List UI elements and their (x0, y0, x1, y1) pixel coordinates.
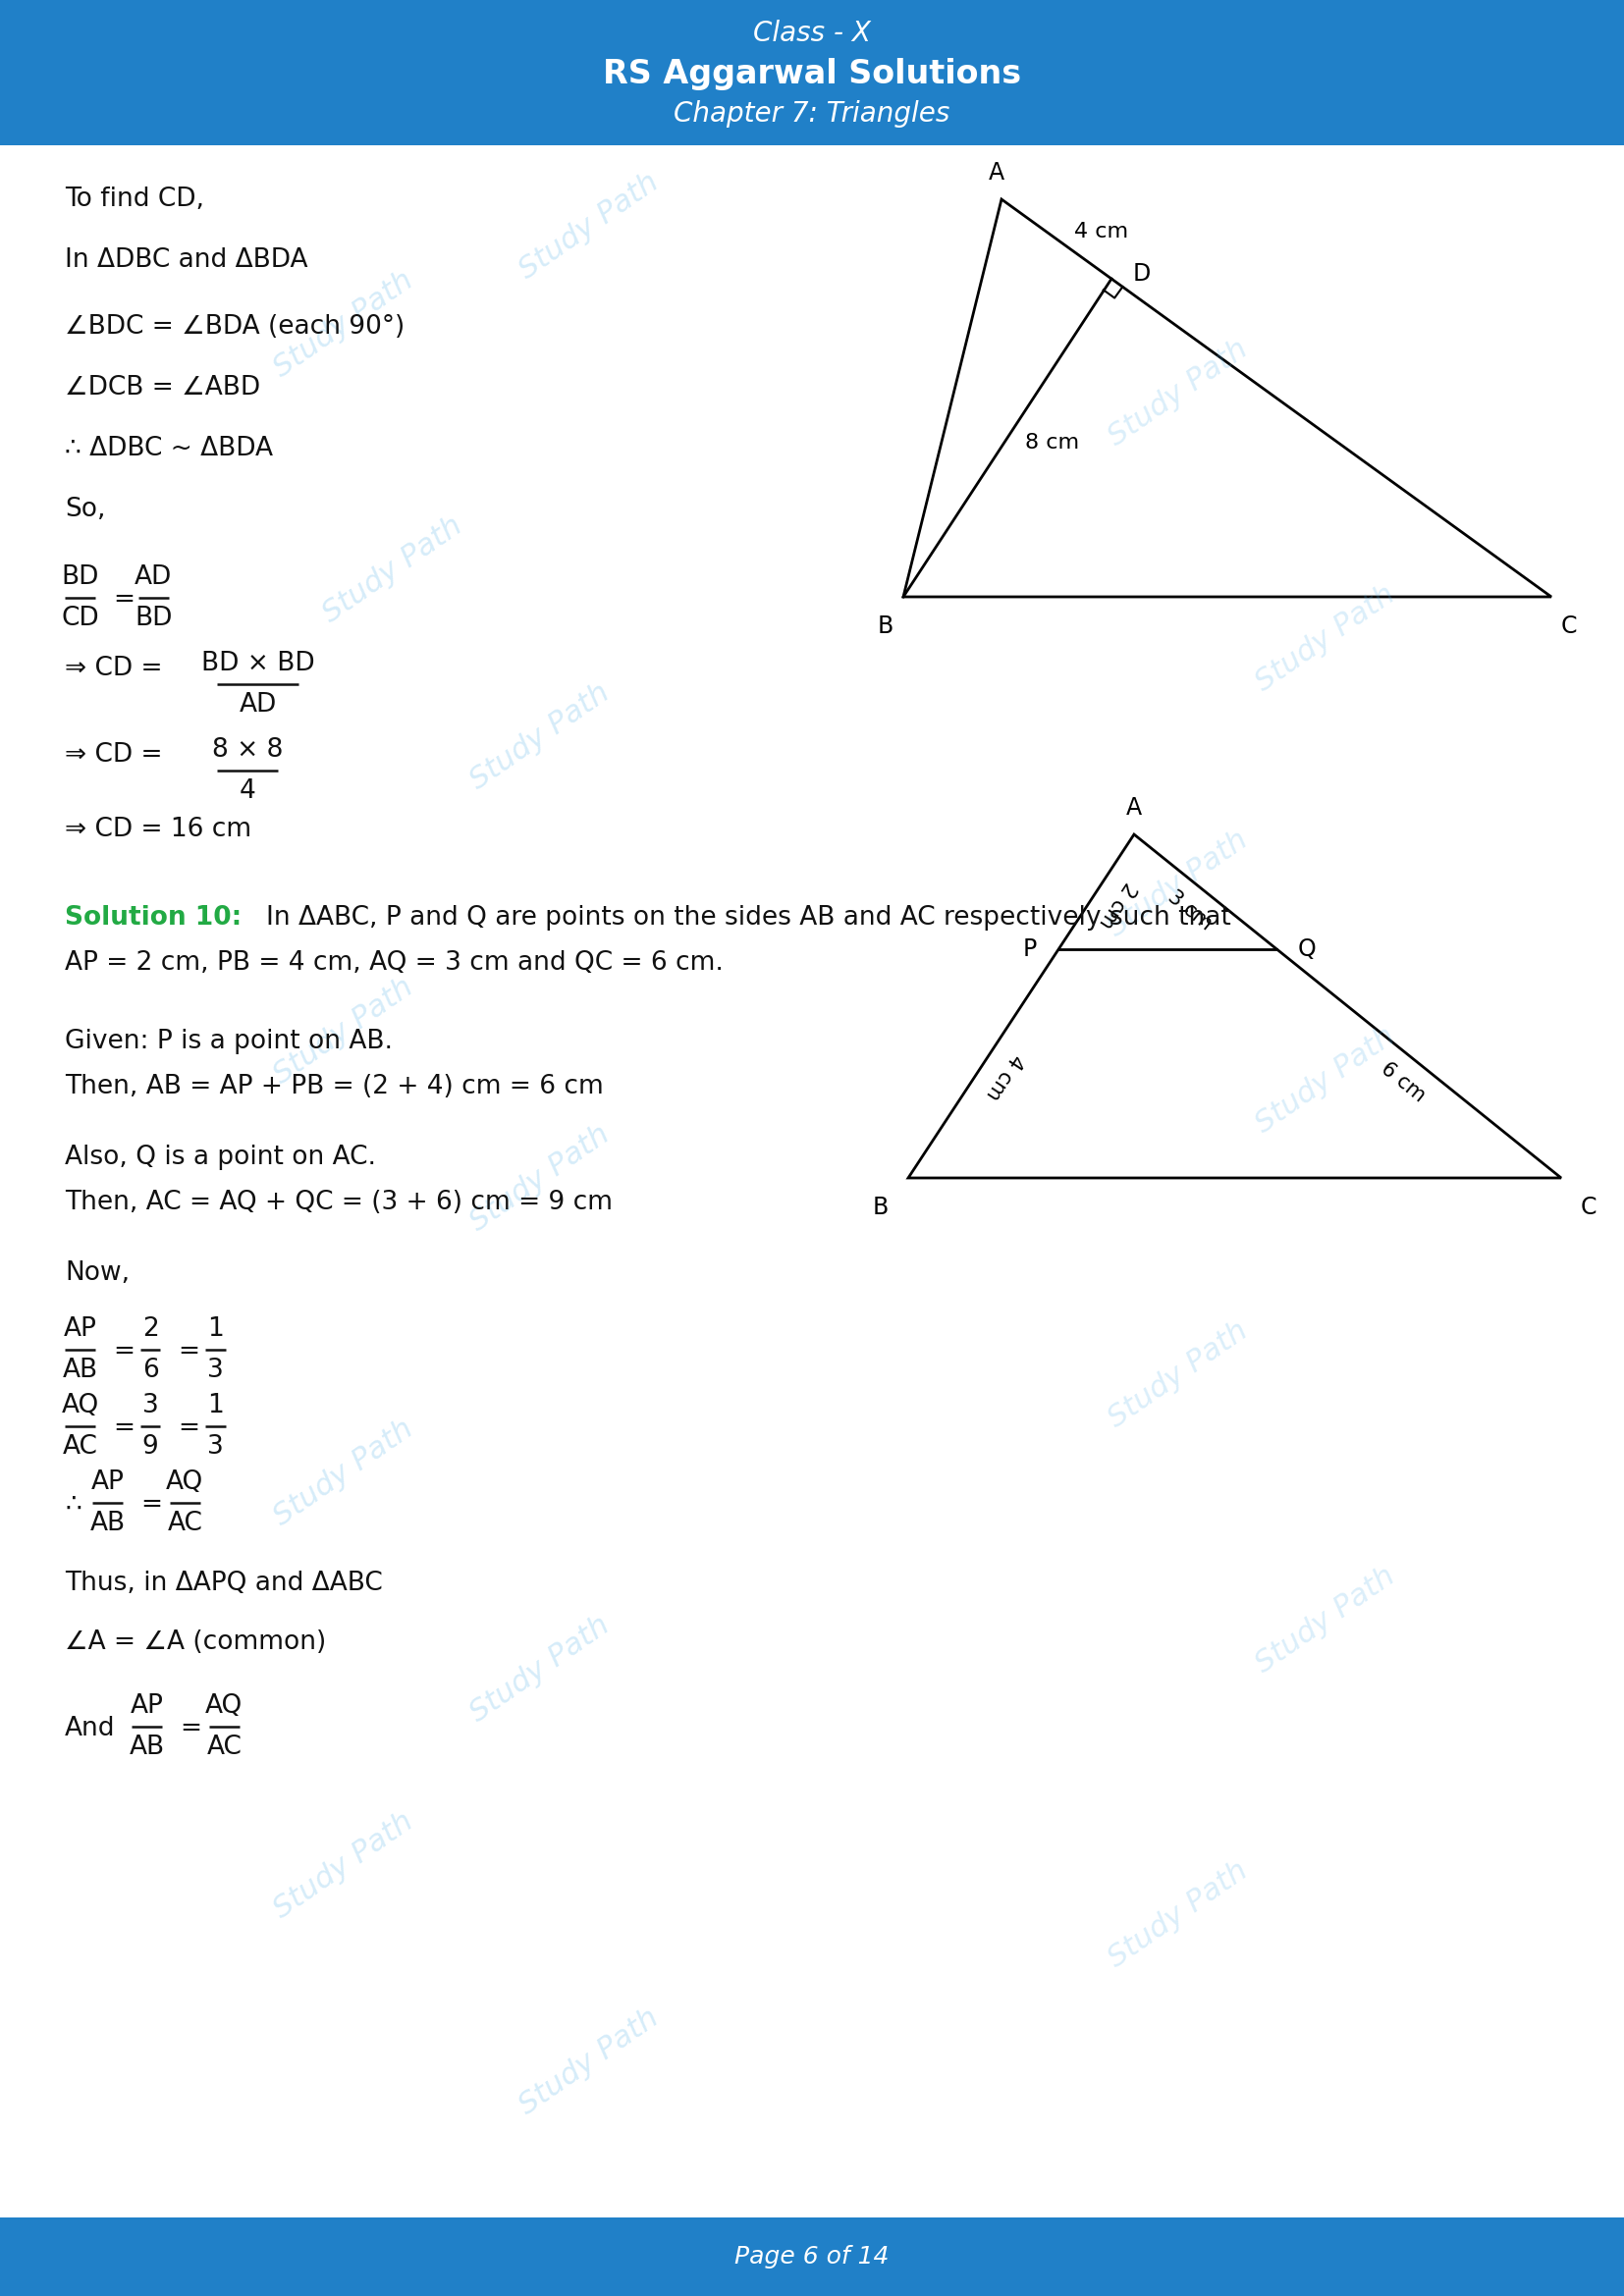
Text: AQ: AQ (166, 1469, 203, 1495)
Text: AQ: AQ (205, 1692, 244, 1720)
Text: RS Aggarwal Solutions: RS Aggarwal Solutions (603, 57, 1021, 90)
Text: Study Path: Study Path (515, 168, 664, 285)
Text: Study Path: Study Path (1103, 1855, 1254, 1972)
Text: Study Path: Study Path (464, 1120, 615, 1238)
Text: Study Path: Study Path (1103, 1316, 1254, 1433)
Text: =: = (112, 588, 135, 613)
Text: Given: P is a point on AB.: Given: P is a point on AB. (65, 1029, 393, 1054)
Text: 4: 4 (239, 778, 255, 804)
Text: Class - X: Class - X (754, 21, 870, 48)
Text: Study Path: Study Path (268, 266, 419, 383)
Text: Study Path: Study Path (268, 1807, 419, 1924)
Text: ∠DCB = ∠ABD: ∠DCB = ∠ABD (65, 374, 260, 400)
Text: AP = 2 cm, PB = 4 cm, AQ = 3 cm and QC = 6 cm.: AP = 2 cm, PB = 4 cm, AQ = 3 cm and QC =… (65, 951, 724, 976)
Text: =: = (180, 1715, 201, 1740)
Text: AP: AP (91, 1469, 123, 1495)
Text: 1: 1 (208, 1316, 224, 1341)
Text: Page 6 of 14: Page 6 of 14 (734, 2245, 890, 2268)
Text: So,: So, (65, 496, 106, 521)
Text: 3 cm: 3 cm (1164, 886, 1216, 934)
Text: AD: AD (239, 691, 276, 719)
Text: Study Path: Study Path (1103, 824, 1254, 941)
Text: BD × BD: BD × BD (201, 650, 315, 677)
Text: 4 cm: 4 cm (983, 1049, 1026, 1104)
Text: 2: 2 (143, 1316, 159, 1341)
Text: AB: AB (128, 1733, 164, 1761)
Text: 3: 3 (208, 1435, 224, 1460)
Text: ⇒ CD =: ⇒ CD = (65, 742, 162, 767)
Text: To find CD,: To find CD, (65, 186, 205, 211)
Text: B: B (872, 1196, 888, 1219)
Bar (0, 2218, 1624, 2296)
Text: ⇒ CD =: ⇒ CD = (65, 657, 162, 682)
Text: Then, AC = AQ + QC = (3 + 6) cm = 9 cm: Then, AC = AQ + QC = (3 + 6) cm = 9 cm (65, 1189, 612, 1215)
Text: Study Path: Study Path (515, 2002, 664, 2119)
Text: B: B (877, 615, 893, 638)
Text: AQ: AQ (62, 1394, 99, 1419)
Text: BD: BD (135, 606, 172, 631)
Text: Study Path: Study Path (268, 971, 419, 1088)
Text: A: A (1125, 797, 1142, 820)
Text: 6: 6 (143, 1357, 159, 1382)
Text: ∴: ∴ (65, 1492, 81, 1518)
Text: =: = (112, 1339, 135, 1364)
Text: Study Path: Study Path (464, 1609, 615, 1727)
Text: Study Path: Study Path (1250, 579, 1400, 696)
Text: 8 × 8: 8 × 8 (213, 737, 283, 762)
Text: Study Path: Study Path (268, 1414, 419, 1531)
Text: Then, AB = AP + PB = (2 + 4) cm = 6 cm: Then, AB = AP + PB = (2 + 4) cm = 6 cm (65, 1075, 604, 1100)
Text: AB: AB (89, 1511, 125, 1536)
Text: 2 cm: 2 cm (1095, 879, 1138, 932)
Text: D: D (1134, 262, 1151, 285)
Text: 4 cm: 4 cm (1073, 220, 1129, 241)
Text: C: C (1580, 1196, 1596, 1219)
Text: AC: AC (206, 1733, 242, 1761)
Text: Study Path: Study Path (1250, 1561, 1400, 1678)
Text: And: And (65, 1715, 115, 1740)
Text: ⇒ CD = 16 cm: ⇒ CD = 16 cm (65, 817, 252, 843)
Text: =: = (140, 1492, 162, 1518)
Text: Study Path: Study Path (464, 677, 615, 794)
Text: Q: Q (1298, 937, 1317, 960)
Text: 3: 3 (208, 1357, 224, 1382)
Text: BD: BD (62, 565, 99, 590)
Text: Now,: Now, (65, 1261, 130, 1286)
Text: In ΔABC, P and Q are points on the sides AB and AC respectively such that: In ΔABC, P and Q are points on the sides… (266, 905, 1231, 930)
Text: C: C (1561, 615, 1577, 638)
Text: 1: 1 (208, 1394, 224, 1419)
Text: =: = (112, 1417, 135, 1442)
Text: AP: AP (63, 1316, 96, 1341)
Text: Study Path: Study Path (1250, 1022, 1400, 1139)
Text: ∠BDC = ∠BDA (each 90°): ∠BDC = ∠BDA (each 90°) (65, 315, 404, 340)
Text: =: = (179, 1417, 200, 1442)
Text: 8 cm: 8 cm (1025, 434, 1080, 452)
Text: 9: 9 (143, 1435, 159, 1460)
Text: =: = (179, 1339, 200, 1364)
Text: AB: AB (62, 1357, 97, 1382)
Text: P: P (1023, 937, 1038, 960)
Text: Chapter 7: Triangles: Chapter 7: Triangles (674, 101, 950, 129)
Text: Study Path: Study Path (1103, 335, 1254, 450)
Text: Study Path: Study Path (318, 510, 468, 627)
Text: CD: CD (62, 606, 99, 631)
Text: In ΔDBC and ΔBDA: In ΔDBC and ΔBDA (65, 248, 309, 273)
Text: AC: AC (167, 1511, 203, 1536)
Bar (0, 0, 1624, 145)
Text: AD: AD (135, 565, 172, 590)
Text: Also, Q is a point on AC.: Also, Q is a point on AC. (65, 1146, 377, 1171)
Text: AP: AP (130, 1692, 164, 1720)
Text: A: A (989, 161, 1005, 184)
Text: 3: 3 (143, 1394, 159, 1419)
Text: AC: AC (62, 1435, 97, 1460)
Text: Solution 10:: Solution 10: (65, 905, 242, 930)
Text: ∠A = ∠A (common): ∠A = ∠A (common) (65, 1630, 326, 1655)
Text: 6 cm: 6 cm (1377, 1058, 1429, 1107)
Text: Thus, in ΔAPQ and ΔABC: Thus, in ΔAPQ and ΔABC (65, 1570, 383, 1596)
Text: ∴ ΔDBC ~ ΔBDA: ∴ ΔDBC ~ ΔBDA (65, 436, 273, 461)
